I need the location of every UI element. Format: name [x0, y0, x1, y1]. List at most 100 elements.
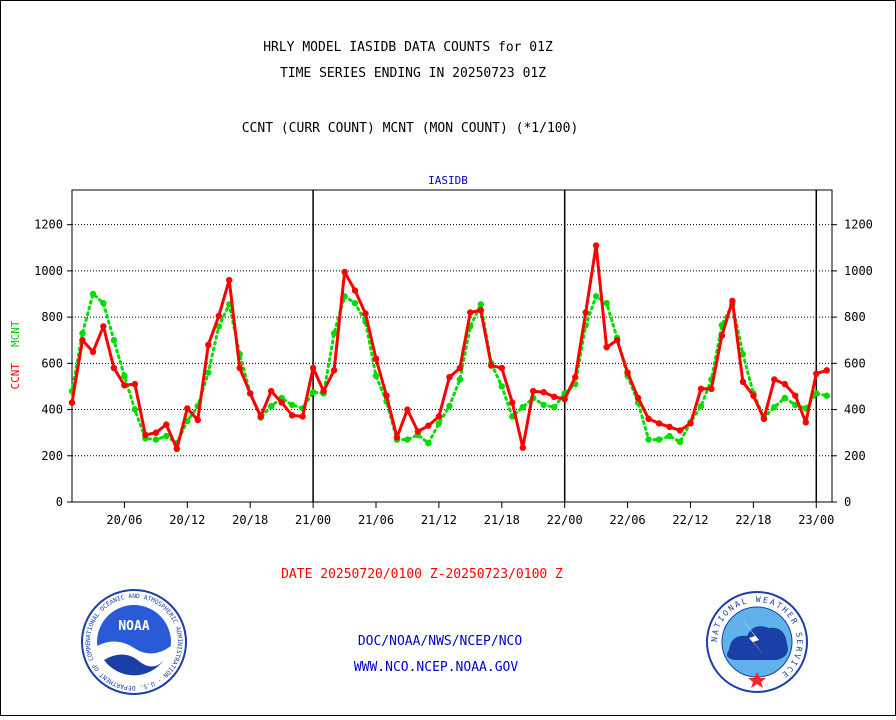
data-point-ccnt: [226, 276, 233, 284]
data-point-mcnt: [215, 323, 222, 330]
x-tick-label: 20/18: [232, 513, 268, 527]
data-point-ccnt: [666, 423, 673, 431]
data-point-mcnt: [813, 390, 820, 397]
data-point-ccnt: [278, 399, 285, 406]
y-ticks: 0 0 200 200 400 400 600 600 800 800 1000 1000 1200 12…: [34, 218, 873, 509]
ylabel-ccnt: CCNT: [9, 363, 22, 390]
data-point-ccnt: [613, 337, 621, 344]
data-point-ccnt: [792, 392, 799, 399]
y-tick-label-left: 200: [41, 449, 63, 463]
y-tick-label-right: 400: [844, 403, 866, 417]
data-point-ccnt: [488, 362, 495, 369]
data-point-ccnt: [341, 268, 348, 276]
data-point-ccnt: [404, 406, 411, 413]
web-line[interactable]: WWW.NCO.NCEP.NOAA.GOV: [354, 660, 519, 675]
data-point-ccnt: [89, 348, 97, 355]
data-point-mcnt: [330, 330, 338, 337]
data-point-mcnt: [498, 383, 505, 390]
noaa-logo-text: NOAA: [118, 619, 149, 634]
data-point-mcnt: [351, 300, 359, 307]
data-point-ccnt: [121, 382, 128, 389]
y-tick-label-right: 800: [844, 310, 866, 324]
y-tick-label-left: 1200: [34, 218, 63, 232]
data-point-ccnt: [781, 380, 788, 388]
x-tick-label: 21/12: [421, 513, 457, 527]
y-tick-label-left: 800: [41, 310, 63, 324]
data-point-mcnt: [425, 439, 432, 447]
org-line[interactable]: DOC/NOAA/NWS/NCEP/NCO: [358, 634, 523, 649]
noaa-logo-icon: NOAA NATIONAL OCEANIC AND ATMOSPHERIC AD…: [81, 589, 187, 695]
data-point-mcnt: [404, 436, 411, 443]
data-point-ccnt: [372, 355, 380, 362]
panel-label: IASIDB: [428, 174, 468, 187]
data-point-mcnt: [519, 404, 526, 411]
data-point-ccnt: [592, 242, 600, 249]
data-point-ccnt: [771, 376, 778, 383]
x-tick-label: 21/06: [358, 513, 394, 527]
y-tick-label-right: 1000: [844, 264, 873, 278]
data-point-ccnt: [697, 385, 705, 392]
data-point-ccnt: [750, 392, 757, 399]
data-point-ccnt: [729, 297, 736, 305]
data-point-mcnt: [655, 436, 663, 443]
plot-area: [71, 189, 833, 503]
x-tick-label: 20/06: [106, 513, 142, 527]
data-point-mcnt: [110, 337, 118, 344]
y-tick-label-left: 600: [41, 356, 63, 370]
data-point-mcnt: [456, 376, 464, 383]
data-point-ccnt: [760, 415, 768, 422]
y-tick-label-right: 600: [844, 356, 866, 370]
data-point-mcnt: [435, 420, 443, 427]
y-tick-label-right: 200: [844, 449, 866, 463]
data-point-ccnt: [645, 415, 652, 422]
data-point-ccnt: [823, 367, 830, 374]
x-tick-label: 22/06: [610, 513, 646, 527]
data-point-ccnt: [456, 364, 464, 372]
data-point-mcnt: [79, 330, 86, 337]
data-point-ccnt: [309, 364, 317, 372]
data-point-ccnt: [519, 444, 526, 451]
data-point-ccnt: [163, 421, 170, 428]
data-point-mcnt: [739, 350, 747, 358]
x-tick-label: 22/00: [547, 513, 583, 527]
x-tick-label: 22/18: [735, 513, 771, 527]
data-point-ccnt: [708, 385, 715, 392]
data-point-mcnt: [592, 293, 600, 300]
data-point-mcnt: [771, 404, 778, 411]
data-point-ccnt: [142, 431, 149, 439]
data-point-ccnt: [467, 309, 474, 316]
data-point-mcnt: [100, 300, 107, 307]
data-point-ccnt: [582, 309, 589, 316]
data-point-ccnt: [247, 390, 254, 397]
data-point-ccnt: [194, 416, 201, 424]
data-point-ccnt: [572, 374, 579, 381]
data-point-ccnt: [79, 337, 86, 344]
data-point-ccnt: [414, 428, 422, 435]
data-point-mcnt: [551, 404, 558, 411]
data-point-ccnt: [634, 394, 642, 402]
data-point-ccnt: [236, 364, 243, 372]
data-point-ccnt: [425, 422, 432, 429]
x-tick-label: 23/00: [798, 513, 834, 527]
ylabel-mcnt: MCNT: [9, 320, 22, 347]
data-point-ccnt: [687, 420, 694, 427]
data-point-ccnt: [110, 364, 118, 372]
data-point-ccnt: [330, 367, 338, 374]
data-point-mcnt: [89, 290, 97, 298]
date-range: DATE 20250720/0100 Z-20250723/0100 Z: [281, 567, 563, 582]
data-point-mcnt: [163, 432, 170, 440]
data-point-ccnt: [205, 341, 212, 348]
data-point-mcnt: [666, 432, 673, 440]
data-point-mcnt: [121, 372, 128, 380]
chart-title-line2: TIME SERIES ENDING IN 20250723 01Z: [280, 66, 546, 81]
nws-logo-icon: NATIONAL WEATHER SERVICE: [706, 591, 808, 693]
data-point-ccnt: [68, 399, 76, 406]
y-tick-label-right: 0: [844, 495, 851, 509]
data-point-ccnt: [676, 427, 684, 434]
data-point-ccnt: [393, 434, 401, 441]
data-point-ccnt: [739, 378, 747, 385]
series-ccnt: [68, 242, 830, 452]
series-layer: [68, 242, 830, 452]
data-point-ccnt: [561, 396, 568, 403]
